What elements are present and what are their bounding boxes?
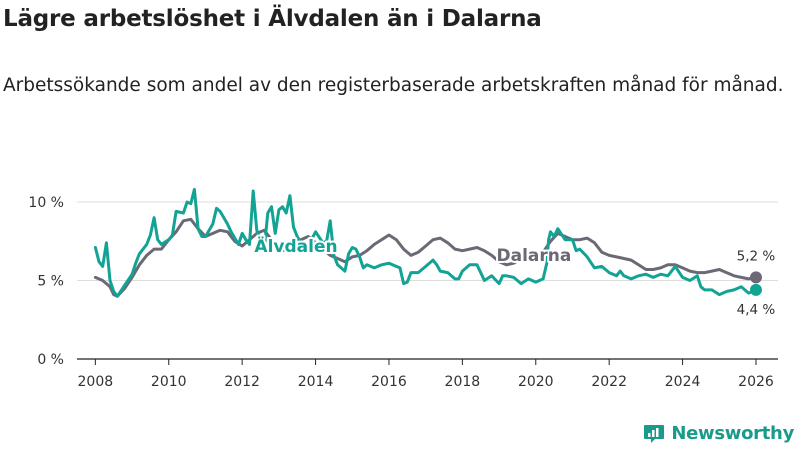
series-label-alvdalen: Älvdalen bbox=[254, 235, 337, 257]
bar-chart-icon bbox=[644, 425, 665, 443]
gridlines bbox=[77, 201, 778, 281]
labels: Älvdalen Dalarna 5,2 % 4,4 % bbox=[252, 233, 776, 318]
newsworthy-logo: Newsworthy bbox=[643, 422, 794, 444]
chart-title: Lägre arbetslöshet i Älvdalen än i Dalar… bbox=[3, 6, 542, 32]
x-tick-label: 2010 bbox=[151, 374, 187, 390]
y-tick-label: 0 % bbox=[37, 352, 64, 368]
x-tick-label: 2008 bbox=[78, 374, 114, 390]
end-label-alvdalen: 4,4 % bbox=[737, 302, 776, 318]
brand-name: Newsworthy bbox=[671, 422, 794, 444]
x-axis: 0 % 5 % 10 % 2008 2010 2012 2014 2016 2018 2020 20… bbox=[28, 195, 778, 390]
chart-subtitle: Arbetssökande som andel av den registerb… bbox=[3, 75, 784, 96]
series-lines bbox=[93, 187, 762, 298]
x-tick-label: 2018 bbox=[445, 374, 481, 390]
x-tick-label: 2026 bbox=[738, 374, 774, 390]
x-tick-label: 2022 bbox=[591, 374, 627, 390]
end-point-alvdalen bbox=[749, 283, 762, 296]
end-label-dalarna: 5,2 % bbox=[737, 248, 776, 264]
series-line-alvdalen bbox=[93, 187, 758, 298]
series-line-dalarna bbox=[93, 217, 758, 298]
x-tick-label: 2012 bbox=[224, 374, 260, 390]
series-label-dalarna: Dalarna bbox=[496, 246, 571, 266]
end-point-dalarna bbox=[749, 271, 762, 284]
x-tick-label: 2020 bbox=[518, 374, 554, 390]
y-tick-label: 10 % bbox=[28, 195, 64, 211]
x-tick-label: 2024 bbox=[665, 374, 701, 390]
x-tick-label: 2016 bbox=[371, 374, 407, 390]
y-tick-label: 5 % bbox=[37, 274, 64, 290]
x-tick-label: 2014 bbox=[298, 374, 334, 390]
